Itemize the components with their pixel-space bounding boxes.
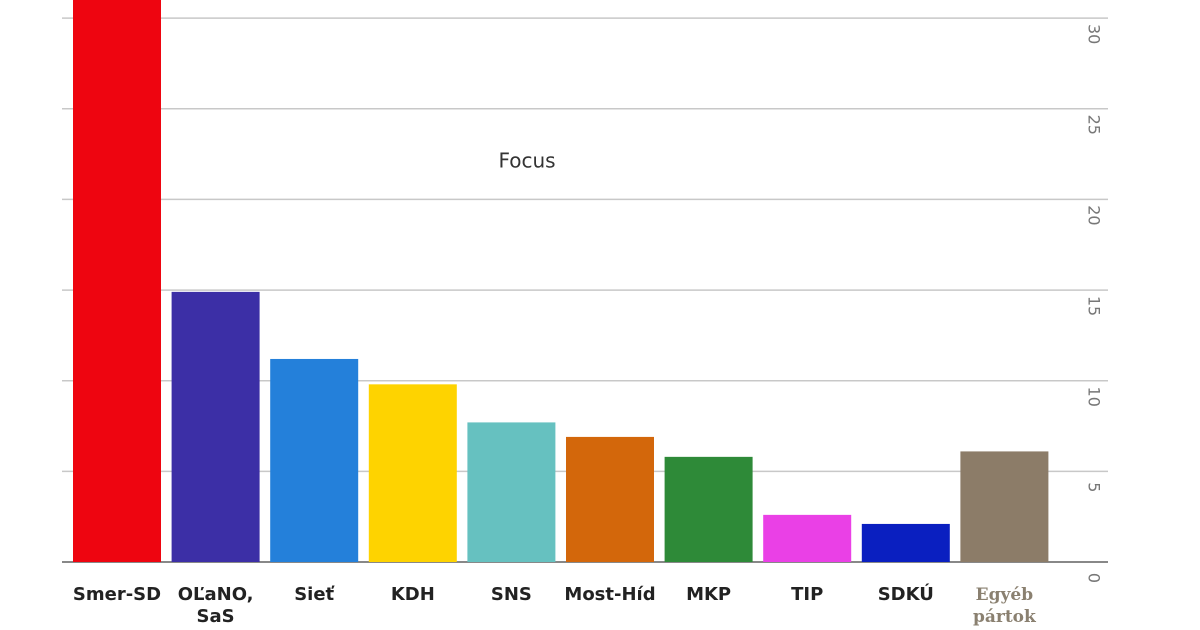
x-tick-label: SDKÚ	[877, 584, 934, 605]
bar	[566, 436, 654, 562]
x-tick-label: OĽaNO, SaS	[177, 584, 254, 627]
bar	[270, 358, 359, 562]
bar	[73, 0, 161, 562]
bar	[368, 384, 457, 562]
x-tick-label: Egyéb pártok	[972, 585, 1036, 627]
annotation: Focus	[498, 149, 555, 173]
x-tick-label: Most-Híd	[564, 584, 656, 605]
x-tick-label: Sieť	[294, 584, 335, 605]
bar	[467, 422, 556, 562]
y-tick-label: 25	[1085, 115, 1104, 135]
x-tick-label: MKP	[686, 584, 732, 605]
bar	[171, 291, 260, 562]
y-tick-label: 5	[1085, 482, 1104, 492]
y-tick-label: 20	[1085, 205, 1104, 225]
y-tick-label: 0	[1085, 573, 1104, 583]
x-tick-label: KDH	[390, 584, 435, 605]
y-tick-label: 30	[1085, 24, 1104, 44]
x-tick-label: Smer-SD	[72, 584, 162, 605]
bar	[960, 451, 1049, 562]
bar	[861, 523, 950, 562]
bar	[763, 514, 852, 562]
x-tick-label: TIP	[791, 584, 824, 605]
y-tick-label: 10	[1085, 387, 1104, 407]
x-tick-label: SNS	[490, 584, 532, 605]
y-tick-label: 15	[1085, 296, 1104, 316]
bar	[664, 456, 753, 562]
